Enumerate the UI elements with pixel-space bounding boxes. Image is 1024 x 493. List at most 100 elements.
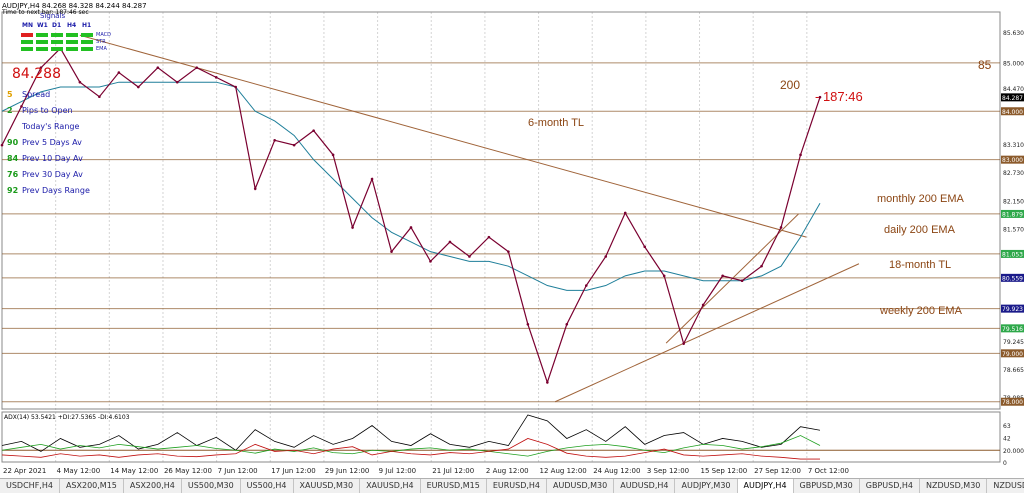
symbol-tab[interactable]: NZDUSD,M30 — [920, 479, 988, 493]
symbol-tab[interactable]: AUDUSD,H4 — [614, 479, 676, 493]
six-month-tl-label: 6-month TL — [528, 117, 584, 129]
signal-indicator-label: STR — [96, 39, 106, 45]
y-tick-label: 79.000 — [1002, 351, 1023, 358]
x-tick-label: 26 May 12:00 — [164, 467, 212, 475]
y-tick-label: 82.730 — [1003, 170, 1024, 177]
adx-line — [1, 414, 821, 452]
symbol-tab-bar: USDCHF,H4 ASX200,M15 ASX200,H4 US500,M30 US5… — [0, 478, 1024, 493]
price-point — [390, 250, 393, 253]
price-point — [701, 303, 705, 307]
price-point — [448, 240, 452, 244]
countdown-label: - 187:46 — [815, 89, 863, 104]
price-point — [20, 105, 23, 108]
symbol-tab[interactable]: EURUSD,M15 — [421, 479, 487, 493]
chart-header: AUDJPY,H4 84.268 84.328 84.244 84.287 — [2, 2, 147, 10]
info-value: 84 — [7, 154, 19, 163]
price-tag — [1001, 304, 1024, 313]
price-point — [468, 255, 471, 258]
symbol-tab[interactable]: GBPUSD,M30 — [794, 479, 860, 493]
price-point — [799, 153, 802, 157]
price-point — [0, 143, 4, 147]
x-tick-label: 29 Jun 12:00 — [325, 467, 369, 475]
info-label: Prev Days Range — [22, 186, 90, 195]
signal-cell — [66, 40, 78, 44]
adx-title: ADX(14) 53.5421 +DI:27.5365 -DI:4.6103 — [4, 414, 130, 421]
label-85: 85 — [978, 58, 992, 72]
y-tick-label: 84.000 — [1002, 109, 1023, 116]
x-tick-label: 12 Aug 12:00 — [540, 467, 587, 475]
price-point — [312, 129, 315, 132]
price-point — [234, 85, 238, 89]
price-point — [779, 226, 783, 229]
x-tick-label: 4 May 12:00 — [57, 467, 101, 475]
signal-timeframe: H1 — [82, 22, 92, 29]
price-tag — [1001, 209, 1024, 218]
y-tick-label: 84.470 — [1003, 86, 1024, 93]
info-value: 5 — [7, 90, 13, 99]
signal-cell — [21, 33, 33, 37]
symbol-tab[interactable]: GBPUSD,H4 — [860, 479, 921, 493]
x-tick-label: 7 Oct 12:00 — [808, 467, 849, 475]
symbol-tab[interactable]: XAUUSD,H4 — [360, 479, 421, 493]
symbol-tab[interactable]: NZDUSD,H4 — [987, 479, 1024, 493]
x-tick-label: 3 Sep 12:00 — [647, 467, 689, 475]
trendline — [79, 34, 807, 238]
price-point — [78, 80, 82, 84]
adx-panel-frame — [1, 411, 1001, 463]
y-tick-label: 81.570 — [1003, 226, 1024, 233]
y-tick-label: 78.000 — [1002, 399, 1023, 406]
price-point — [526, 322, 530, 326]
trendline — [554, 263, 860, 403]
x-tick-label: 21 Jul 12:00 — [432, 467, 474, 475]
symbol-tab[interactable]: XAUUSD,M30 — [294, 479, 361, 493]
symbol-tab[interactable]: ASX200,H4 — [124, 479, 182, 493]
info-value: 92 — [7, 186, 19, 195]
price-point — [507, 250, 510, 253]
adx-y-tick-label: 20.000 — [1003, 448, 1024, 455]
signal-cell — [66, 33, 78, 37]
price-point — [195, 66, 199, 69]
price-tag — [1001, 249, 1024, 258]
adx-y-tick-label: 0 — [1003, 460, 1007, 467]
symbol-tab[interactable]: USDCHF,H4 — [0, 479, 60, 493]
symbol-tab[interactable]: AUDJPY,M30 — [675, 479, 738, 493]
signal-timeframe: MN — [22, 22, 33, 29]
price-point — [604, 255, 608, 258]
signal-timeframe: D1 — [52, 22, 62, 29]
symbol-tab[interactable]: EURUSD,H4 — [487, 479, 548, 493]
x-tick-label: 15 Sep 12:00 — [701, 467, 748, 475]
signals-label: Signals — [40, 12, 66, 20]
symbol-tab[interactable]: AUDUSD,M30 — [547, 479, 615, 493]
price-point — [818, 95, 822, 99]
signal-cell — [36, 47, 48, 51]
ema-line — [1, 81, 821, 291]
adx-y-tick-label: 42 — [1003, 435, 1011, 442]
signal-cell — [21, 40, 33, 44]
price-point — [429, 260, 432, 263]
y-tick-label: 83.310 — [1003, 142, 1024, 149]
price-point — [565, 322, 569, 326]
y-tick-label: 85.630 — [1003, 30, 1024, 37]
signal-cell — [81, 40, 93, 44]
price-point — [662, 274, 666, 278]
signal-cell — [51, 33, 63, 37]
price-point — [351, 226, 354, 229]
price-point — [253, 187, 257, 191]
info-label: Today's Range — [22, 122, 80, 131]
weekly-ema-label: weekly 200 EMA — [879, 305, 963, 317]
price-point — [760, 264, 763, 268]
symbol-tab[interactable]: US500,M30 — [182, 479, 241, 493]
price-line — [1, 47, 821, 385]
symbol-tab[interactable]: US500,H4 — [241, 479, 294, 493]
price-point — [117, 71, 121, 74]
symbol-tab[interactable]: ASX200,M15 — [60, 479, 124, 493]
signal-cell — [36, 40, 48, 44]
signal-cell — [66, 47, 78, 51]
symbol-tab[interactable]: AUDJPY,H4 — [737, 479, 794, 493]
price-point — [546, 381, 549, 384]
signal-indicator-label: MACD — [96, 32, 111, 38]
monthly-ema-label: monthly 200 EMA — [877, 193, 964, 205]
x-tick-label: 14 May 12:00 — [110, 467, 158, 475]
x-tick-label: 9 Jul 12:00 — [379, 467, 417, 475]
signal-cell — [81, 47, 93, 51]
